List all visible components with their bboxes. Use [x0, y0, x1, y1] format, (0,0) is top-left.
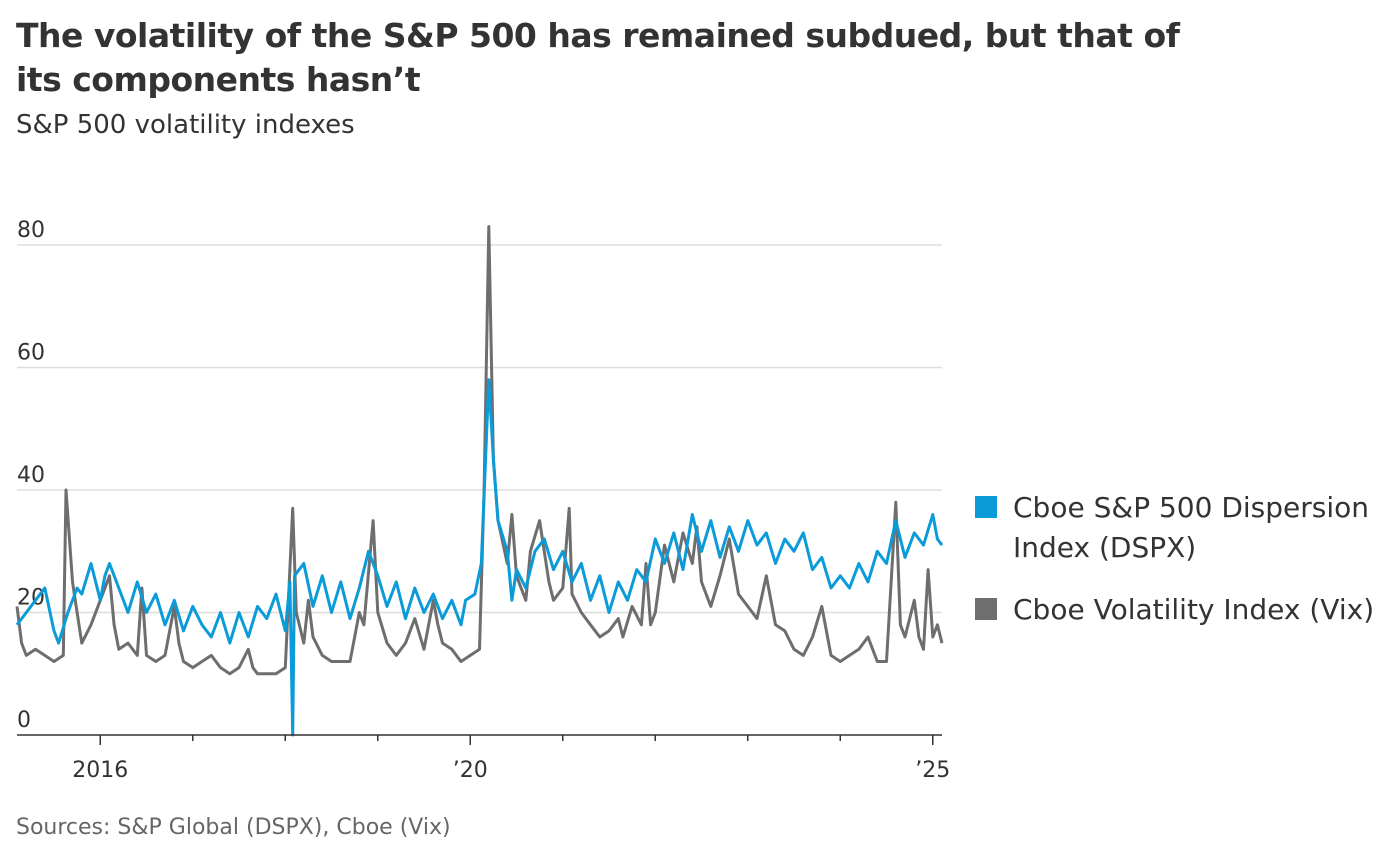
legend-label-vix: Cboe Volatility Index (Vix) [1013, 593, 1375, 626]
x-tick-label-2016: 2016 [72, 758, 128, 783]
series-line-dspx [15, 378, 944, 737]
series-line-vix [15, 225, 944, 676]
x-tick-label-2020: ’20 [453, 758, 488, 783]
chart-subtitle: S&P 500 volatility indexes [16, 110, 355, 140]
y-tick-label-80: 80 [17, 218, 45, 243]
source-note: Sources: S&P Global (DSPX), Cboe (Vix) [16, 815, 451, 840]
legend-item-dspx: Cboe S&P 500 Dispersion Index (DSPX) [975, 488, 1395, 568]
x-axis: 2016 ’20 ’25 [17, 734, 950, 783]
chart-title: The volatility of the S&P 500 has remain… [16, 16, 1180, 99]
legend: Cboe S&P 500 Dispersion Index (DSPX) Cbo… [975, 488, 1395, 652]
y-tick-label-40: 40 [17, 463, 45, 488]
grid-lines [17, 244, 942, 614]
legend-swatch-vix [975, 598, 997, 620]
legend-swatch-dspx [975, 496, 997, 518]
legend-item-vix: Cboe Volatility Index (Vix) [975, 590, 1395, 630]
x-tick-label-2025: ’25 [915, 758, 950, 783]
y-tick-label-60: 60 [17, 341, 45, 366]
y-tick-label-0: 0 [17, 708, 31, 733]
series-lines [15, 225, 944, 737]
legend-label-dspx: Cboe S&P 500 Dispersion Index (DSPX) [1013, 491, 1370, 564]
